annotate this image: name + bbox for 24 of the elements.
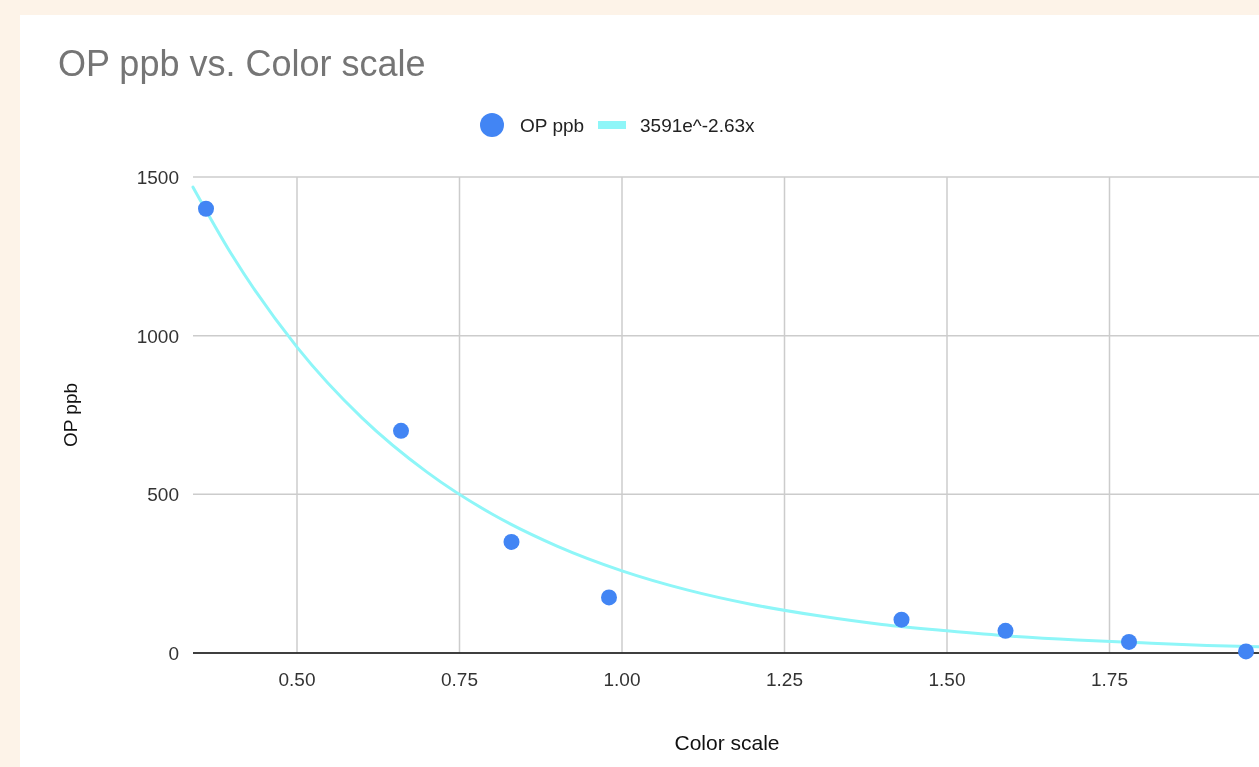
y-tick-label: 0 — [168, 643, 179, 664]
x-tick-label: 1.50 — [928, 669, 966, 690]
y-tick-label: 500 — [147, 484, 179, 506]
legend-label: OP ppb — [520, 115, 585, 136]
y-tick-label: 1500 — [136, 167, 179, 188]
line-series — [191, 185, 1259, 649]
point — [393, 422, 409, 439]
x-tick-label: 1.75 — [1091, 669, 1128, 690]
point — [893, 611, 910, 628]
point — [198, 200, 214, 217]
x-tick-label: 1.25 — [766, 669, 803, 690]
point — [997, 622, 1014, 639]
x-axis-title: Color scale — [674, 731, 780, 754]
point — [1121, 633, 1137, 650]
legend-label: 3591e^-2.63x — [640, 115, 756, 136]
x-tick-label: 1.00 — [603, 669, 641, 690]
point — [503, 533, 520, 550]
x-tick-label: 0.75 — [441, 669, 478, 690]
x-tick-label: 0.50 — [278, 669, 316, 690]
chart-title: OP ppb vs. Color scale — [58, 43, 426, 84]
point — [1238, 643, 1254, 660]
y-tick-label: 1000 — [136, 325, 179, 347]
point — [601, 589, 617, 606]
y-axis-title: OP ppb — [60, 382, 81, 448]
